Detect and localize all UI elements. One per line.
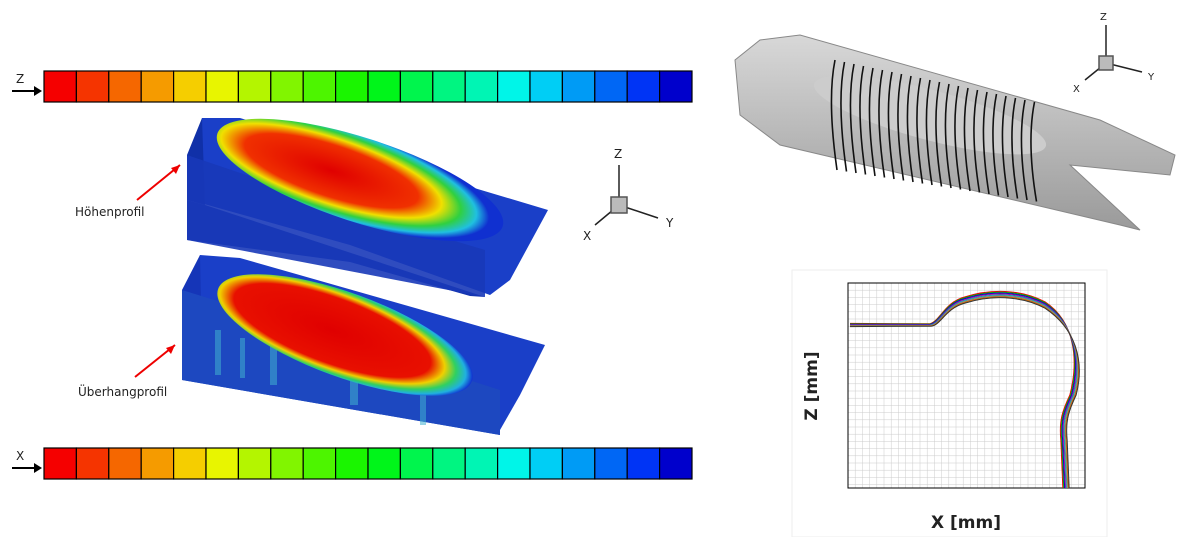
triad-label: Z <box>614 147 622 161</box>
axis-triad <box>595 165 658 225</box>
colorbar-cell <box>530 71 562 102</box>
triad-label: Y <box>665 216 674 230</box>
colorbar-cell <box>206 71 238 102</box>
colorbar-cell <box>368 448 400 479</box>
colorbar-cell <box>109 448 141 479</box>
colorbar-cell <box>368 71 400 102</box>
colorbar-cell <box>76 71 108 102</box>
colorbar-cell <box>303 71 335 102</box>
colorbar-cell <box>660 71 692 102</box>
triad-label: Z <box>1100 12 1107 23</box>
colorbar-cell <box>336 71 368 102</box>
colorbar-cell <box>627 71 659 102</box>
colorbar-cell <box>141 71 173 102</box>
colorbar-cell <box>336 448 368 479</box>
colorbar-cell <box>303 448 335 479</box>
colorbar-label: X <box>16 449 24 463</box>
colorbar-cell <box>400 71 432 102</box>
triad-label: Y <box>1147 72 1155 83</box>
axis-triad <box>1085 25 1142 80</box>
colorbar-cell <box>433 71 465 102</box>
triad-label: X <box>583 229 591 243</box>
colorbar-cell <box>238 71 270 102</box>
colorbar-cell <box>660 448 692 479</box>
colorbar-cell <box>595 71 627 102</box>
arrow-head <box>34 86 42 96</box>
colorbar-cell <box>206 448 238 479</box>
colorbar-cell <box>530 448 562 479</box>
colorbars: ZX <box>12 71 692 479</box>
colorbar-cell <box>595 448 627 479</box>
colorbar-cell <box>141 448 173 479</box>
annotation: Überhangprofil <box>78 383 167 399</box>
colorbar-cell <box>109 71 141 102</box>
colorbar-cell <box>174 448 206 479</box>
colorbar-cell <box>627 448 659 479</box>
colorbar-cell <box>498 448 530 479</box>
x-axis-label: X [mm] <box>931 513 1001 533</box>
colorbar-cell <box>400 448 432 479</box>
colorbar-cell <box>238 448 270 479</box>
arrow-head <box>34 463 42 473</box>
colorbar-cell <box>271 448 303 479</box>
y-axis-label: Z [mm] <box>802 351 822 420</box>
colorbar-cell <box>433 448 465 479</box>
colorbar-cell <box>174 71 206 102</box>
colorbar-cell <box>498 71 530 102</box>
colorbar-cell <box>44 448 76 479</box>
colorbar-cell <box>562 71 594 102</box>
figure: ZX Höhenprofil Überhangprofil Z X Y Z X … <box>0 0 1181 537</box>
triad-label: X <box>1073 84 1080 95</box>
colorbar-cell <box>562 448 594 479</box>
annotation: Höhenprofil <box>75 205 144 219</box>
colorbar-label: Z <box>16 72 24 86</box>
colorbar-cell <box>465 448 497 479</box>
colorbar-cell <box>44 71 76 102</box>
colorbar-cell <box>465 71 497 102</box>
colorbar-cell <box>271 71 303 102</box>
colorbar-cell <box>76 448 108 479</box>
